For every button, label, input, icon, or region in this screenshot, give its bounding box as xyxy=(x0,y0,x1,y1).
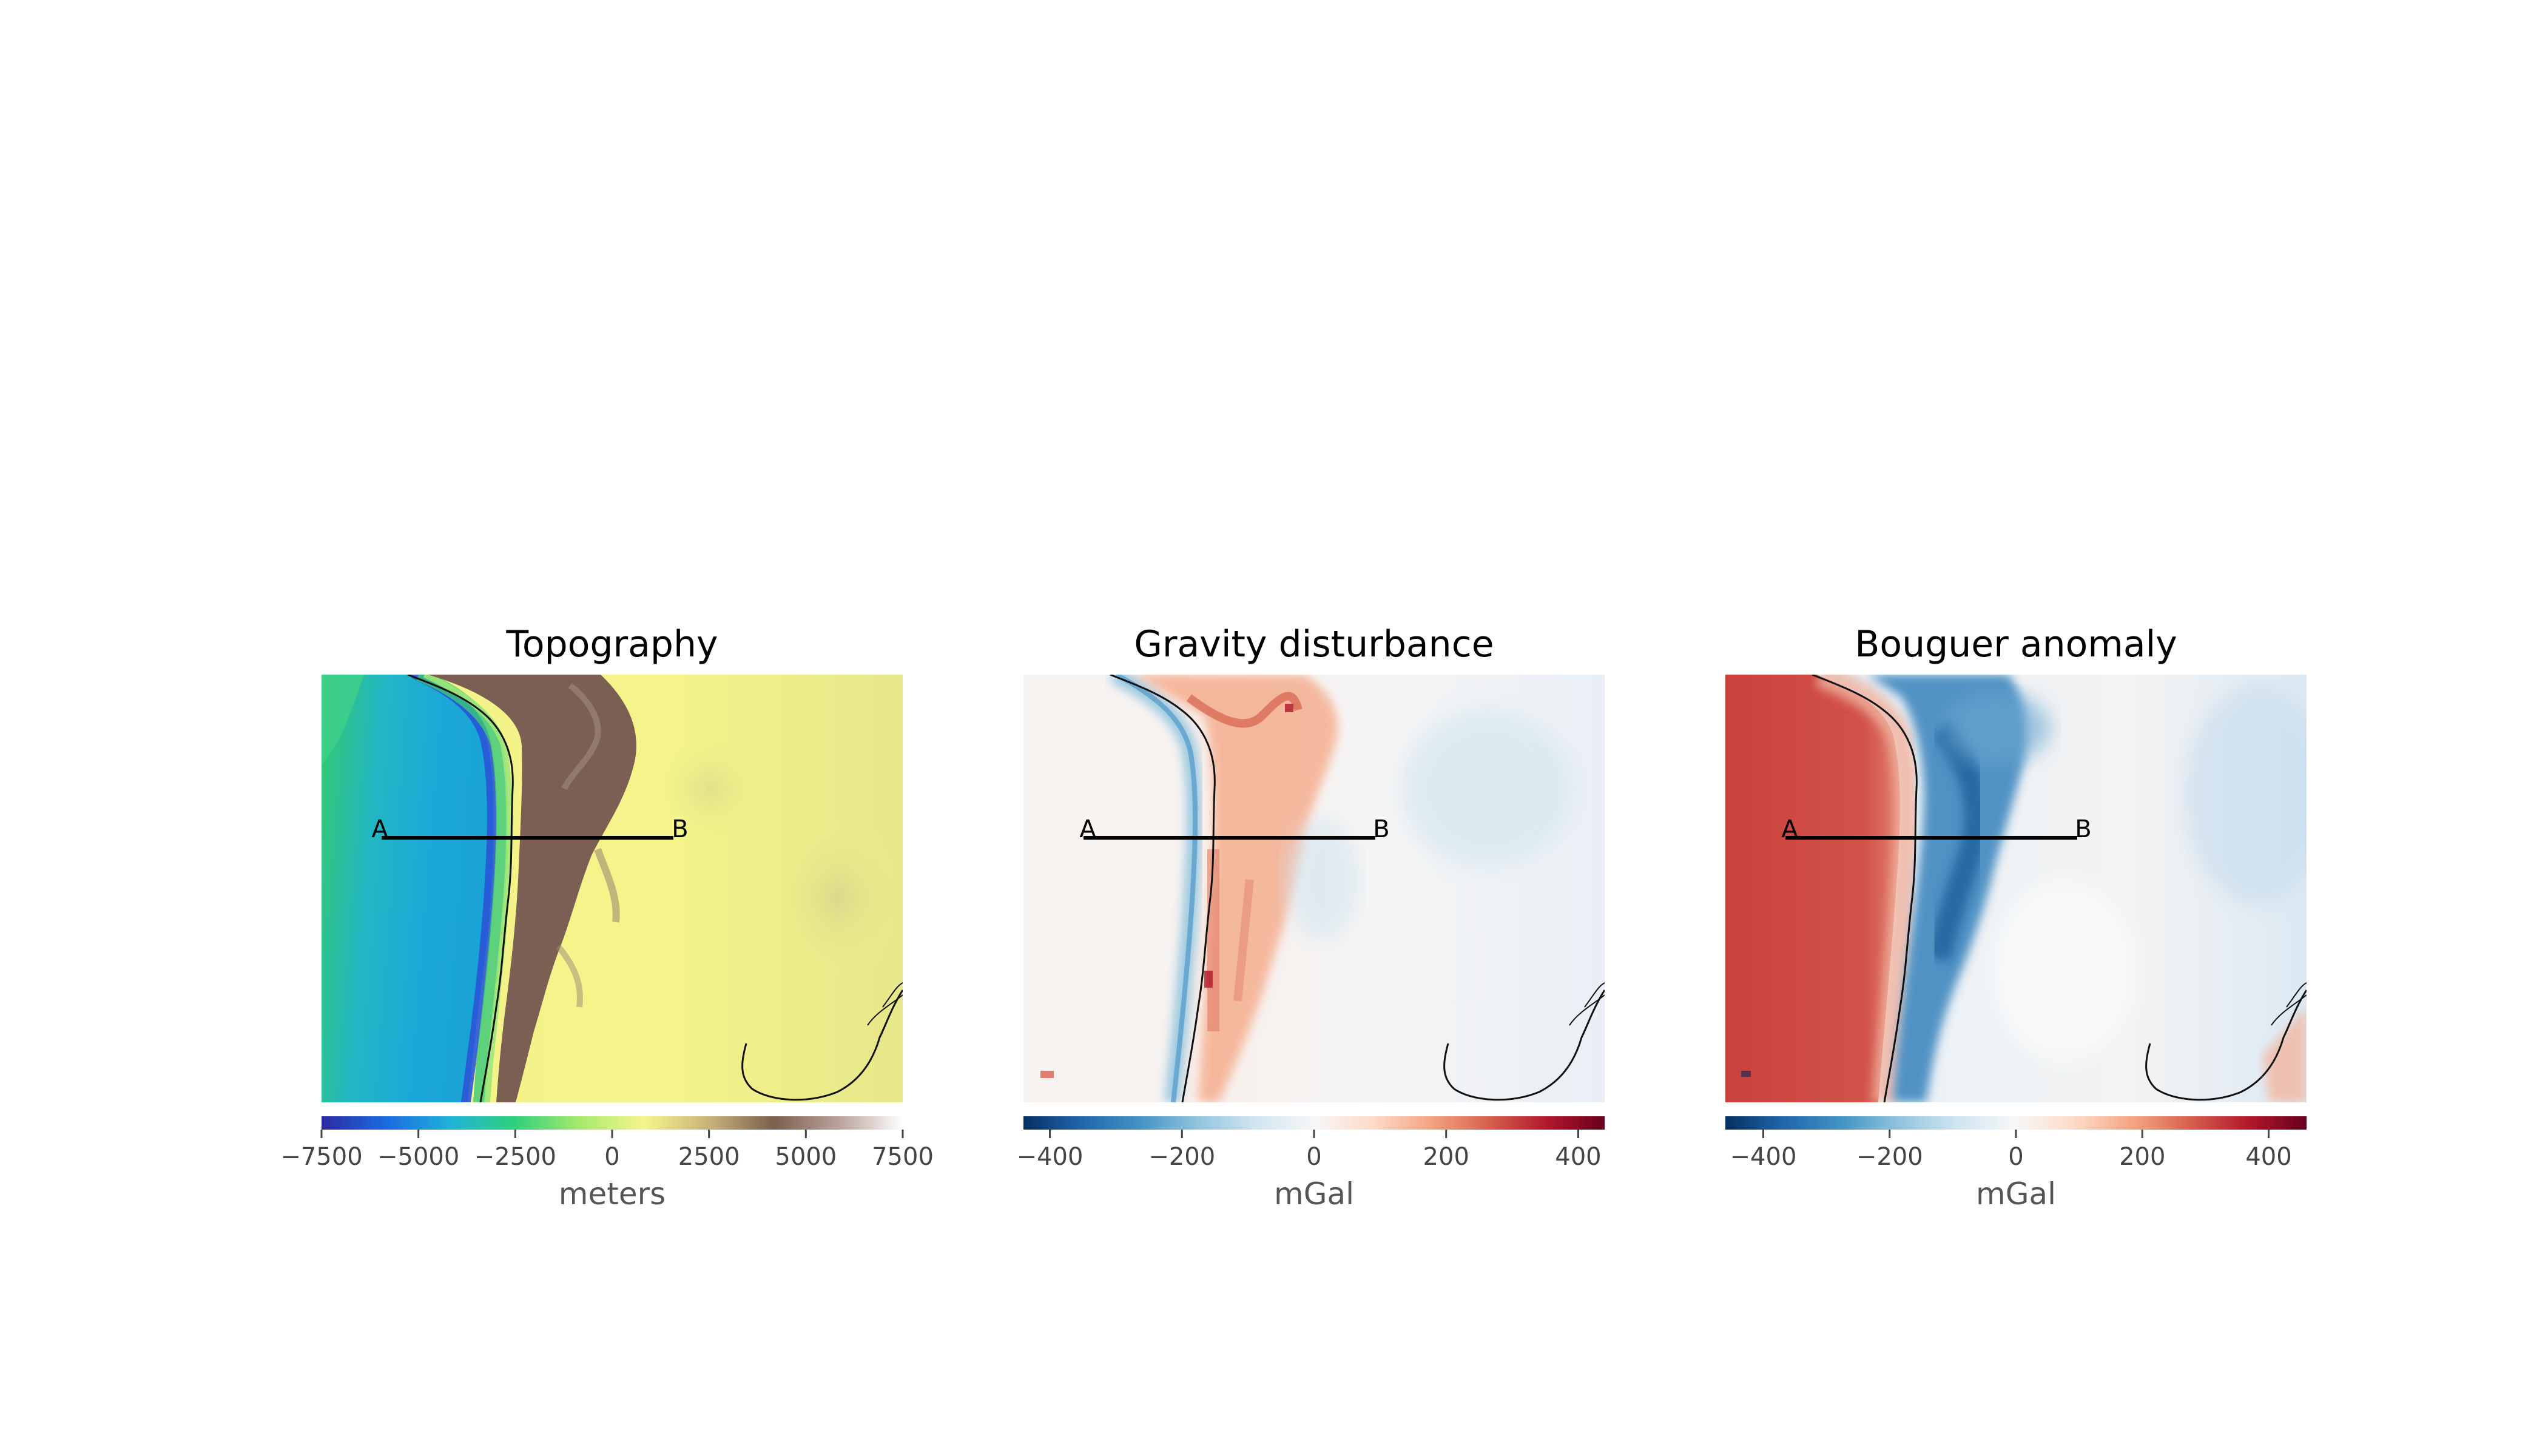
profile-start-label: A xyxy=(1781,815,1798,843)
colorbar-ticks xyxy=(320,1130,904,1138)
colorbar-tick-labels: −7500 −5000 −2500 0 2500 5000 7500 xyxy=(280,1143,934,1171)
panel-title: Gravity disturbance xyxy=(1134,623,1494,666)
colorbar-label: mGal xyxy=(1976,1176,2056,1212)
colorbar-tick-labels: −400 −200 0 200 400 xyxy=(1017,1143,1602,1171)
panel-bouguer-anomaly: Bouguer anomaly A B −400 xyxy=(1725,623,2307,1212)
map-bouguer-anomaly xyxy=(1725,675,2307,1102)
colorbar-tick-label: 400 xyxy=(1555,1143,1601,1171)
profile-end-label: B xyxy=(1373,815,1389,843)
colorbar-tick-label: 7500 xyxy=(872,1143,934,1171)
colorbar-tick-label: 0 xyxy=(1306,1143,1321,1171)
map-gravity-disturbance xyxy=(1023,675,1605,1102)
panel-gravity-disturbance: Gravity disturbance A xyxy=(1017,623,1605,1212)
colorbar-tick-label: −200 xyxy=(1148,1143,1215,1171)
map-topography xyxy=(322,675,903,1102)
colorbar xyxy=(322,1116,903,1130)
colorbar-tick-label: 5000 xyxy=(775,1143,837,1171)
colorbar-tick-label: −7500 xyxy=(280,1143,362,1171)
colorbar-tick-label: 2500 xyxy=(678,1143,740,1171)
colorbar-label: meters xyxy=(559,1176,666,1212)
colorbar-ticks xyxy=(1049,1130,1579,1138)
panel-title: Bouguer anomaly xyxy=(1855,623,2177,666)
colorbar-tick-label: 200 xyxy=(1423,1143,1469,1171)
colorbar xyxy=(1023,1116,1605,1130)
profile-start-label: A xyxy=(1079,815,1096,843)
colorbar-ticks xyxy=(1762,1130,2270,1138)
profile-start-label: A xyxy=(371,815,388,843)
colorbar-tick-label: 0 xyxy=(604,1143,619,1171)
colorbar-tick-label: −2500 xyxy=(474,1143,556,1171)
colorbar-tick-label: −400 xyxy=(1017,1143,1084,1171)
panel-topography: Topography A xyxy=(280,623,934,1212)
colorbar-tick-label: 400 xyxy=(2245,1143,2291,1171)
panel-title: Topography xyxy=(505,623,718,666)
profile-end-label: B xyxy=(2075,815,2091,843)
colorbar-tick-label: 200 xyxy=(2119,1143,2165,1171)
colorbar-tick-label: 0 xyxy=(2008,1143,2023,1171)
colorbar-tick-label: −200 xyxy=(1856,1143,1923,1171)
colorbar-tick-label: −400 xyxy=(1730,1143,1797,1171)
colorbar-label: mGal xyxy=(1274,1176,1354,1212)
colorbar-tick-label: −5000 xyxy=(377,1143,459,1171)
colorbar xyxy=(1725,1116,2307,1130)
colorbar-tick-labels: −400 −200 0 200 400 xyxy=(1730,1143,2292,1171)
profile-end-label: B xyxy=(672,815,688,843)
